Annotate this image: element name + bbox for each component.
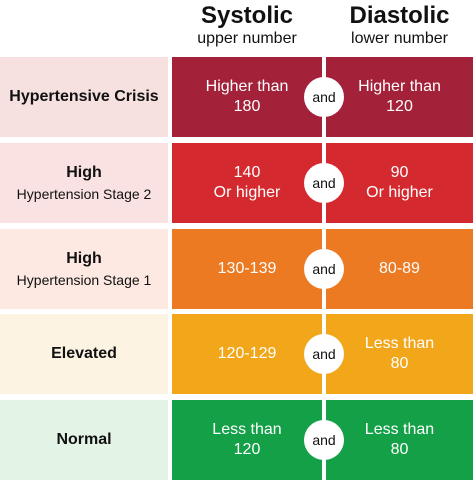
- and-connector: and: [304, 249, 344, 289]
- systolic-line-2: 180: [233, 98, 261, 115]
- and-connector: and: [304, 334, 344, 374]
- systolic-cell: 120-129: [172, 314, 322, 394]
- systolic-line-1: 140: [233, 164, 261, 181]
- systolic-line-1: Less than: [212, 421, 282, 438]
- diastolic-header: Diastolic lower number: [326, 0, 473, 48]
- systolic-cell: Higher than 180: [172, 57, 322, 137]
- systolic-cell: 140 Or higher: [172, 143, 322, 223]
- diastolic-line-2: 120: [386, 98, 413, 115]
- category-stage: Hypertension Stage 2: [16, 186, 152, 202]
- systolic-line-1: 130-139: [217, 260, 277, 277]
- systolic-title: Systolic: [200, 2, 294, 29]
- category-cell: Elevated: [0, 314, 168, 394]
- systolic-line-1: Higher than: [205, 78, 289, 95]
- systolic-subtitle: upper number: [197, 30, 297, 47]
- systolic-cell: 130-139: [172, 229, 322, 309]
- systolic-line-1: 120-129: [217, 345, 277, 362]
- systolic-cell: Less than 120: [172, 400, 322, 480]
- category-cell: High Hypertension Stage 1: [0, 229, 168, 309]
- category-name: High: [66, 250, 102, 267]
- row-hypertensive-crisis: Hypertensive Crisis Higher than 180 High…: [0, 57, 473, 137]
- category-cell: Normal: [0, 400, 168, 480]
- diastolic-line-1: Higher than: [358, 78, 441, 95]
- and-connector: and: [304, 77, 344, 117]
- diastolic-line-1: 80-89: [379, 260, 420, 277]
- diastolic-cell: Less than 80: [326, 400, 473, 480]
- systolic-header: Systolic upper number: [172, 0, 322, 48]
- category-cell: Hypertensive Crisis: [0, 57, 168, 137]
- category-name: Hypertensive Crisis: [9, 88, 159, 105]
- and-connector: and: [304, 163, 344, 203]
- category-stage: Hypertension Stage 1: [16, 272, 152, 288]
- row-elevated: Elevated 120-129 Less than 80: [0, 314, 473, 394]
- row-normal: Normal Less than 120 Less than 80: [0, 400, 473, 480]
- diastolic-cell: Less than 80: [326, 314, 473, 394]
- diastolic-line-1: 90: [390, 164, 409, 181]
- diastolic-line-1: Less than: [364, 421, 435, 438]
- diastolic-line-2: 80: [390, 441, 409, 458]
- diastolic-cell: Higher than 120: [326, 57, 473, 137]
- and-connector: and: [304, 420, 344, 460]
- category-name: High: [66, 164, 102, 181]
- diastolic-cell: 80-89: [326, 229, 473, 309]
- diastolic-line-2: Or higher: [366, 184, 433, 201]
- diastolic-subtitle: lower number: [351, 30, 448, 47]
- diastolic-cell: 90 Or higher: [326, 143, 473, 223]
- category-name: Normal: [56, 431, 112, 448]
- row-hypertension-stage-1: High Hypertension Stage 1 130-139 80-89: [0, 229, 473, 309]
- systolic-line-2: Or higher: [213, 184, 281, 201]
- row-hypertension-stage-2: High Hypertension Stage 2 140 Or higher …: [0, 143, 473, 223]
- diastolic-title: Diastolic: [349, 2, 450, 29]
- category-name: Elevated: [51, 345, 117, 362]
- diastolic-line-1: Less than: [364, 335, 435, 352]
- category-cell: High Hypertension Stage 2: [0, 143, 168, 223]
- diastolic-line-2: 80: [390, 355, 409, 372]
- systolic-line-2: 120: [233, 441, 261, 458]
